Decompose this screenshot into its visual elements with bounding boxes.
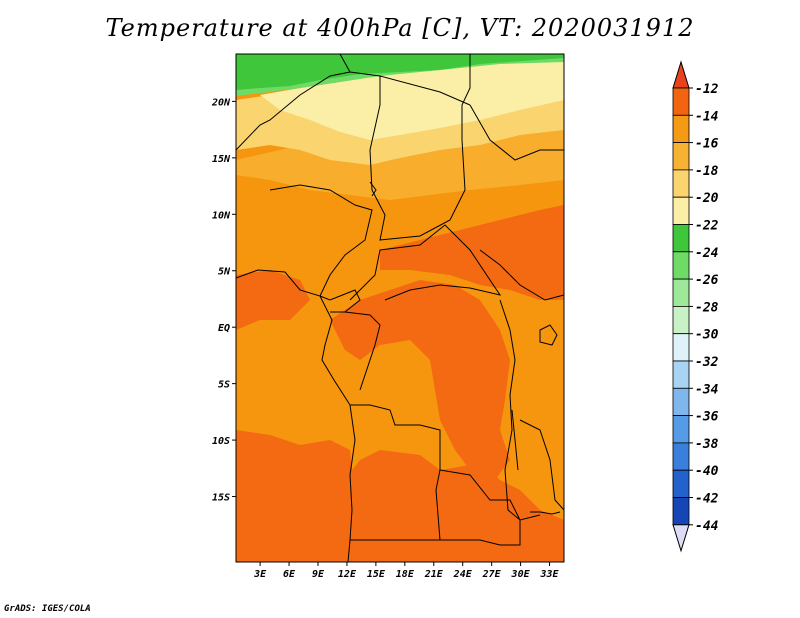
colorbar-label: -20 <box>695 191 719 206</box>
field-warm-west <box>236 270 310 330</box>
lon-tick-label: 15E <box>367 569 386 580</box>
colorbar-label: -28 <box>695 300 719 315</box>
lon-tick-label: 9E <box>312 569 325 580</box>
colorbar-swatch <box>672 305 690 335</box>
lat-tick-label: 5S <box>218 380 230 391</box>
lon-tick-label: 30E <box>511 569 531 580</box>
colorbar-label: -42 <box>695 492 719 507</box>
lake-chad <box>369 181 377 197</box>
lake-victoria <box>539 324 558 346</box>
coastline <box>235 269 356 563</box>
colorbar-label: -40 <box>695 464 719 479</box>
colorbar-swatch <box>672 196 690 225</box>
lat-tick-label: EQ <box>218 323 230 334</box>
colorbar-swatch <box>672 251 690 280</box>
colorbar: -12 -14 -16 -18 -20 -22 -24 -26 -28 -30 -32 -34 -36 -… <box>672 60 719 553</box>
colorbar-label: -14 <box>695 109 719 124</box>
lat-tick-label: 15S <box>212 493 230 504</box>
longitude-axis: 3E 6E 9E 12E 15E 18E 21E 24E 27E 30E 33E <box>253 562 560 580</box>
colorbar-label: -24 <box>695 246 719 261</box>
border-car <box>349 224 502 301</box>
field-green <box>236 54 564 90</box>
colorbar-label: -30 <box>695 328 719 343</box>
lon-tick-label: 18E <box>396 569 415 580</box>
colorbar-label: -22 <box>695 219 719 234</box>
colorbar-label: -34 <box>695 382 719 397</box>
border-chad <box>369 54 471 241</box>
border-nigeria <box>269 184 373 297</box>
field-warm-south <box>236 430 564 562</box>
colorbar-swatch <box>672 169 690 198</box>
border-cameroon <box>319 289 361 313</box>
colorbar-swatch <box>672 333 690 362</box>
lon-tick-label: 33E <box>539 569 559 580</box>
lon-tick-label: 6E <box>283 569 296 580</box>
credit-label: GrADS: IGES/COLA <box>4 604 91 614</box>
country-borders <box>235 53 565 563</box>
temperature-field <box>236 54 564 562</box>
field-warm-central <box>330 280 510 480</box>
map-title: Temperature at 400hPa [C], VT: 202003191… <box>105 14 695 42</box>
border-drc-east <box>499 299 541 521</box>
lake-malawi <box>530 511 561 515</box>
colorbar-swatch <box>672 415 690 444</box>
lon-tick-label: 24E <box>453 569 473 580</box>
colorbar-swatch <box>672 497 690 526</box>
border-angola <box>350 404 441 541</box>
latitude-axis: 20N 15N 10N 5N EQ 5S 10S 15S <box>211 97 236 504</box>
lon-tick-label: 27E <box>482 569 502 580</box>
colorbar-label: -38 <box>695 437 719 452</box>
colorbar-label: -26 <box>695 273 719 288</box>
colorbar-swatch <box>672 114 690 144</box>
border-zambia <box>439 469 521 546</box>
lat-tick-label: 20N <box>211 97 231 108</box>
border-southsudan <box>479 249 565 301</box>
border-sudan <box>469 54 564 161</box>
border-tanzania <box>519 419 565 511</box>
lat-tick-label: 10N <box>212 210 231 221</box>
colorbar-swatch <box>672 387 690 416</box>
colorbar-swatch <box>672 360 690 389</box>
field-paleyellow <box>260 58 564 140</box>
colorbar-label: -16 <box>695 137 719 152</box>
colorbar-label: -12 <box>695 82 719 97</box>
lon-tick-label: 12E <box>338 569 357 580</box>
colorbar-label: -36 <box>695 410 719 425</box>
colorbar-label: -18 <box>695 164 719 179</box>
colorbar-swatch <box>672 278 690 307</box>
border-niger <box>235 71 351 151</box>
lakes <box>369 181 561 515</box>
lake-tanganyika <box>511 409 519 471</box>
colorbar-label: -32 <box>695 355 719 370</box>
map-frame <box>235 53 565 563</box>
border-libya <box>339 53 471 106</box>
colorbar-swatch <box>672 442 690 471</box>
colorbar-swatch <box>672 224 690 253</box>
colorbar-top-arrow <box>672 60 690 89</box>
colorbar-swatch <box>672 142 690 171</box>
colorbar-swatch <box>672 87 690 116</box>
colorbar-bottom-arrow <box>672 524 690 553</box>
colorbar-label: -44 <box>695 519 719 534</box>
lat-tick-label: 15N <box>212 154 231 165</box>
colorbar-swatch <box>672 469 690 498</box>
lat-tick-label: 10S <box>212 436 230 447</box>
lat-tick-label: 5N <box>218 267 231 278</box>
lon-tick-label: 21E <box>424 569 444 580</box>
lon-tick-label: 3E <box>253 569 267 580</box>
